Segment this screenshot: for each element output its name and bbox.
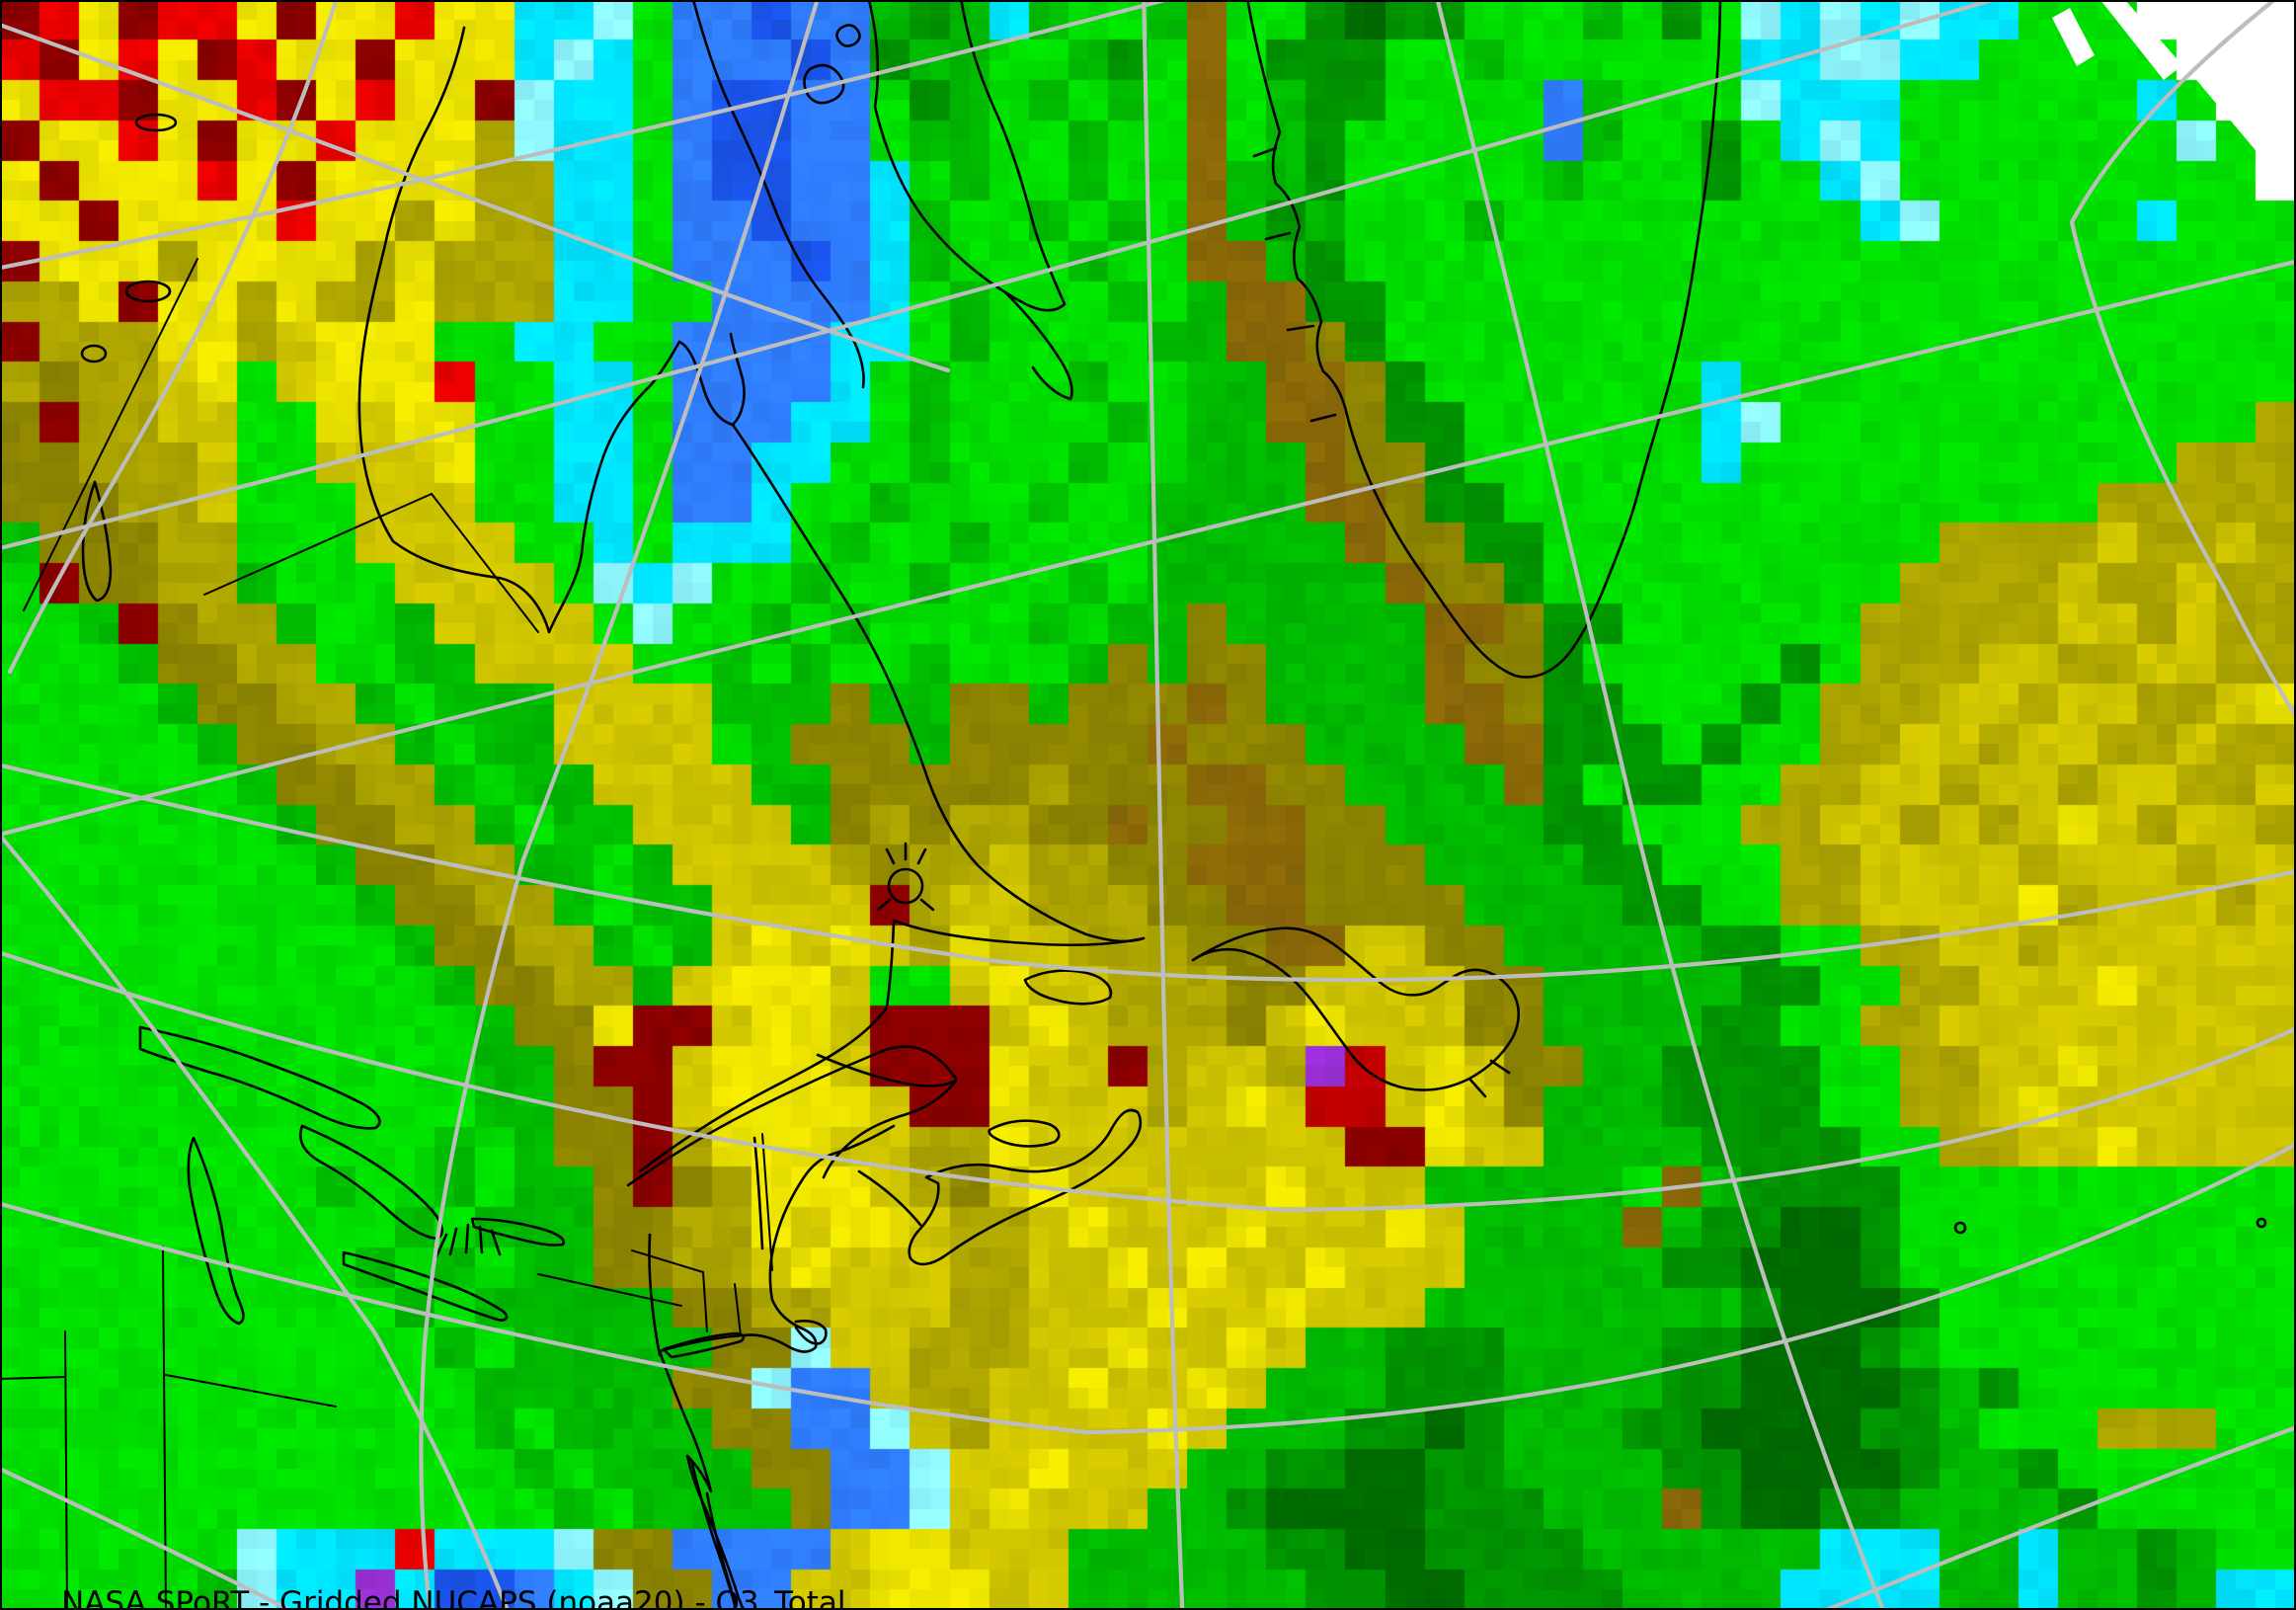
- island-sable: [1953, 1221, 1967, 1235]
- border-state-6: [702, 1271, 708, 1332]
- meridian-3: [0, 832, 511, 1610]
- lake-small-1: [134, 113, 178, 132]
- border-state-3: [162, 1246, 167, 1610]
- island-foxe-2: [835, 24, 861, 47]
- manicouagan-spikes: [876, 842, 935, 912]
- lake-erie: [342, 1250, 509, 1322]
- border-state-1: [64, 1330, 68, 1610]
- parallel-8a: [0, 1466, 295, 1610]
- river-st-lawrence-north: [638, 921, 896, 1173]
- meridian-6: [2069, 0, 2296, 720]
- no-data-streaks: [2052, 0, 2296, 174]
- coast-ungava: [677, 332, 746, 427]
- coast-gulf-north-shore: [892, 919, 1146, 947]
- coast-greenland-fjords: [1252, 146, 1337, 423]
- meridian-5: [1435, 0, 1886, 1610]
- footer-annotation: NASA SPoRT - Gridded NUCAPS (noaa20) - O…: [61, 1507, 883, 1610]
- parallel-2: [0, 0, 1173, 271]
- parallel-3: [0, 0, 2000, 551]
- lake-ontario: [470, 1217, 566, 1247]
- meridian-1: [7, 0, 339, 675]
- river-st-lawrence-south: [626, 1045, 958, 1187]
- island-pei: [988, 1119, 1061, 1148]
- lake-michigan: [187, 1136, 245, 1326]
- borders: [0, 258, 773, 1610]
- border-state-7: [734, 1283, 742, 1336]
- border-state-9: [631, 1249, 704, 1273]
- manicouagan-ring: [887, 867, 924, 905]
- lake-winnipeg-area: [81, 480, 113, 603]
- lake-superior: [138, 1025, 381, 1130]
- parallel-7: [0, 1142, 2296, 1435]
- parallel-6: [0, 950, 2296, 1213]
- coast-gaspe: [816, 1053, 958, 1179]
- finger-lakes: [435, 1223, 502, 1258]
- coast-hudson-bay: [357, 247, 681, 634]
- river-hudson: [648, 1233, 662, 1357]
- border-state-8: [761, 1133, 773, 1271]
- coast-fundy: [857, 1169, 922, 1227]
- coast-newfoundland: [1191, 926, 1521, 1091]
- lake-small-3: [80, 344, 108, 363]
- coast-new-england: [658, 1124, 896, 1610]
- island-foxe-1: [803, 63, 845, 105]
- coast-nova-scotia: [908, 1108, 1143, 1266]
- coast-baffin: [867, 0, 1067, 312]
- coastlines: [80, 0, 2267, 1610]
- island-tiny-right: [2256, 1217, 2267, 1229]
- coast-greenland: [1246, 0, 1722, 679]
- coast-labrador: [731, 423, 1146, 943]
- coast-melville: [691, 0, 865, 389]
- border-ontario-2: [431, 493, 539, 633]
- coast-kivalliq: [382, 26, 466, 251]
- lake-champlain: [752, 1136, 764, 1250]
- parallel-4: [0, 259, 2296, 837]
- parallel-8b: [1820, 1425, 2296, 1610]
- island-long-island: [662, 1331, 746, 1359]
- border-state-5: [537, 1273, 682, 1307]
- coast-chesapeake: [689, 1458, 738, 1610]
- parallel-5: [0, 763, 2296, 983]
- island-anticosti: [1023, 969, 1113, 1006]
- coast-baffin-southeast: [1003, 290, 1073, 401]
- parallel-1: [0, 22, 951, 373]
- border-state-4: [165, 1374, 337, 1408]
- product-title: NASA SPoRT - Gridded NUCAPS (noaa20) - O…: [61, 1585, 846, 1610]
- border-state-2: [0, 1376, 66, 1380]
- meridian-4: [1142, 0, 1185, 1610]
- border-ontario-1: [203, 493, 433, 596]
- lake-huron: [299, 1124, 444, 1241]
- coast-cape-cod: [794, 1319, 828, 1345]
- coast-avalon: [1467, 1059, 1511, 1098]
- meridian-2: [419, 0, 820, 1610]
- border-manitoba: [23, 258, 198, 611]
- lake-small-2: [124, 280, 172, 303]
